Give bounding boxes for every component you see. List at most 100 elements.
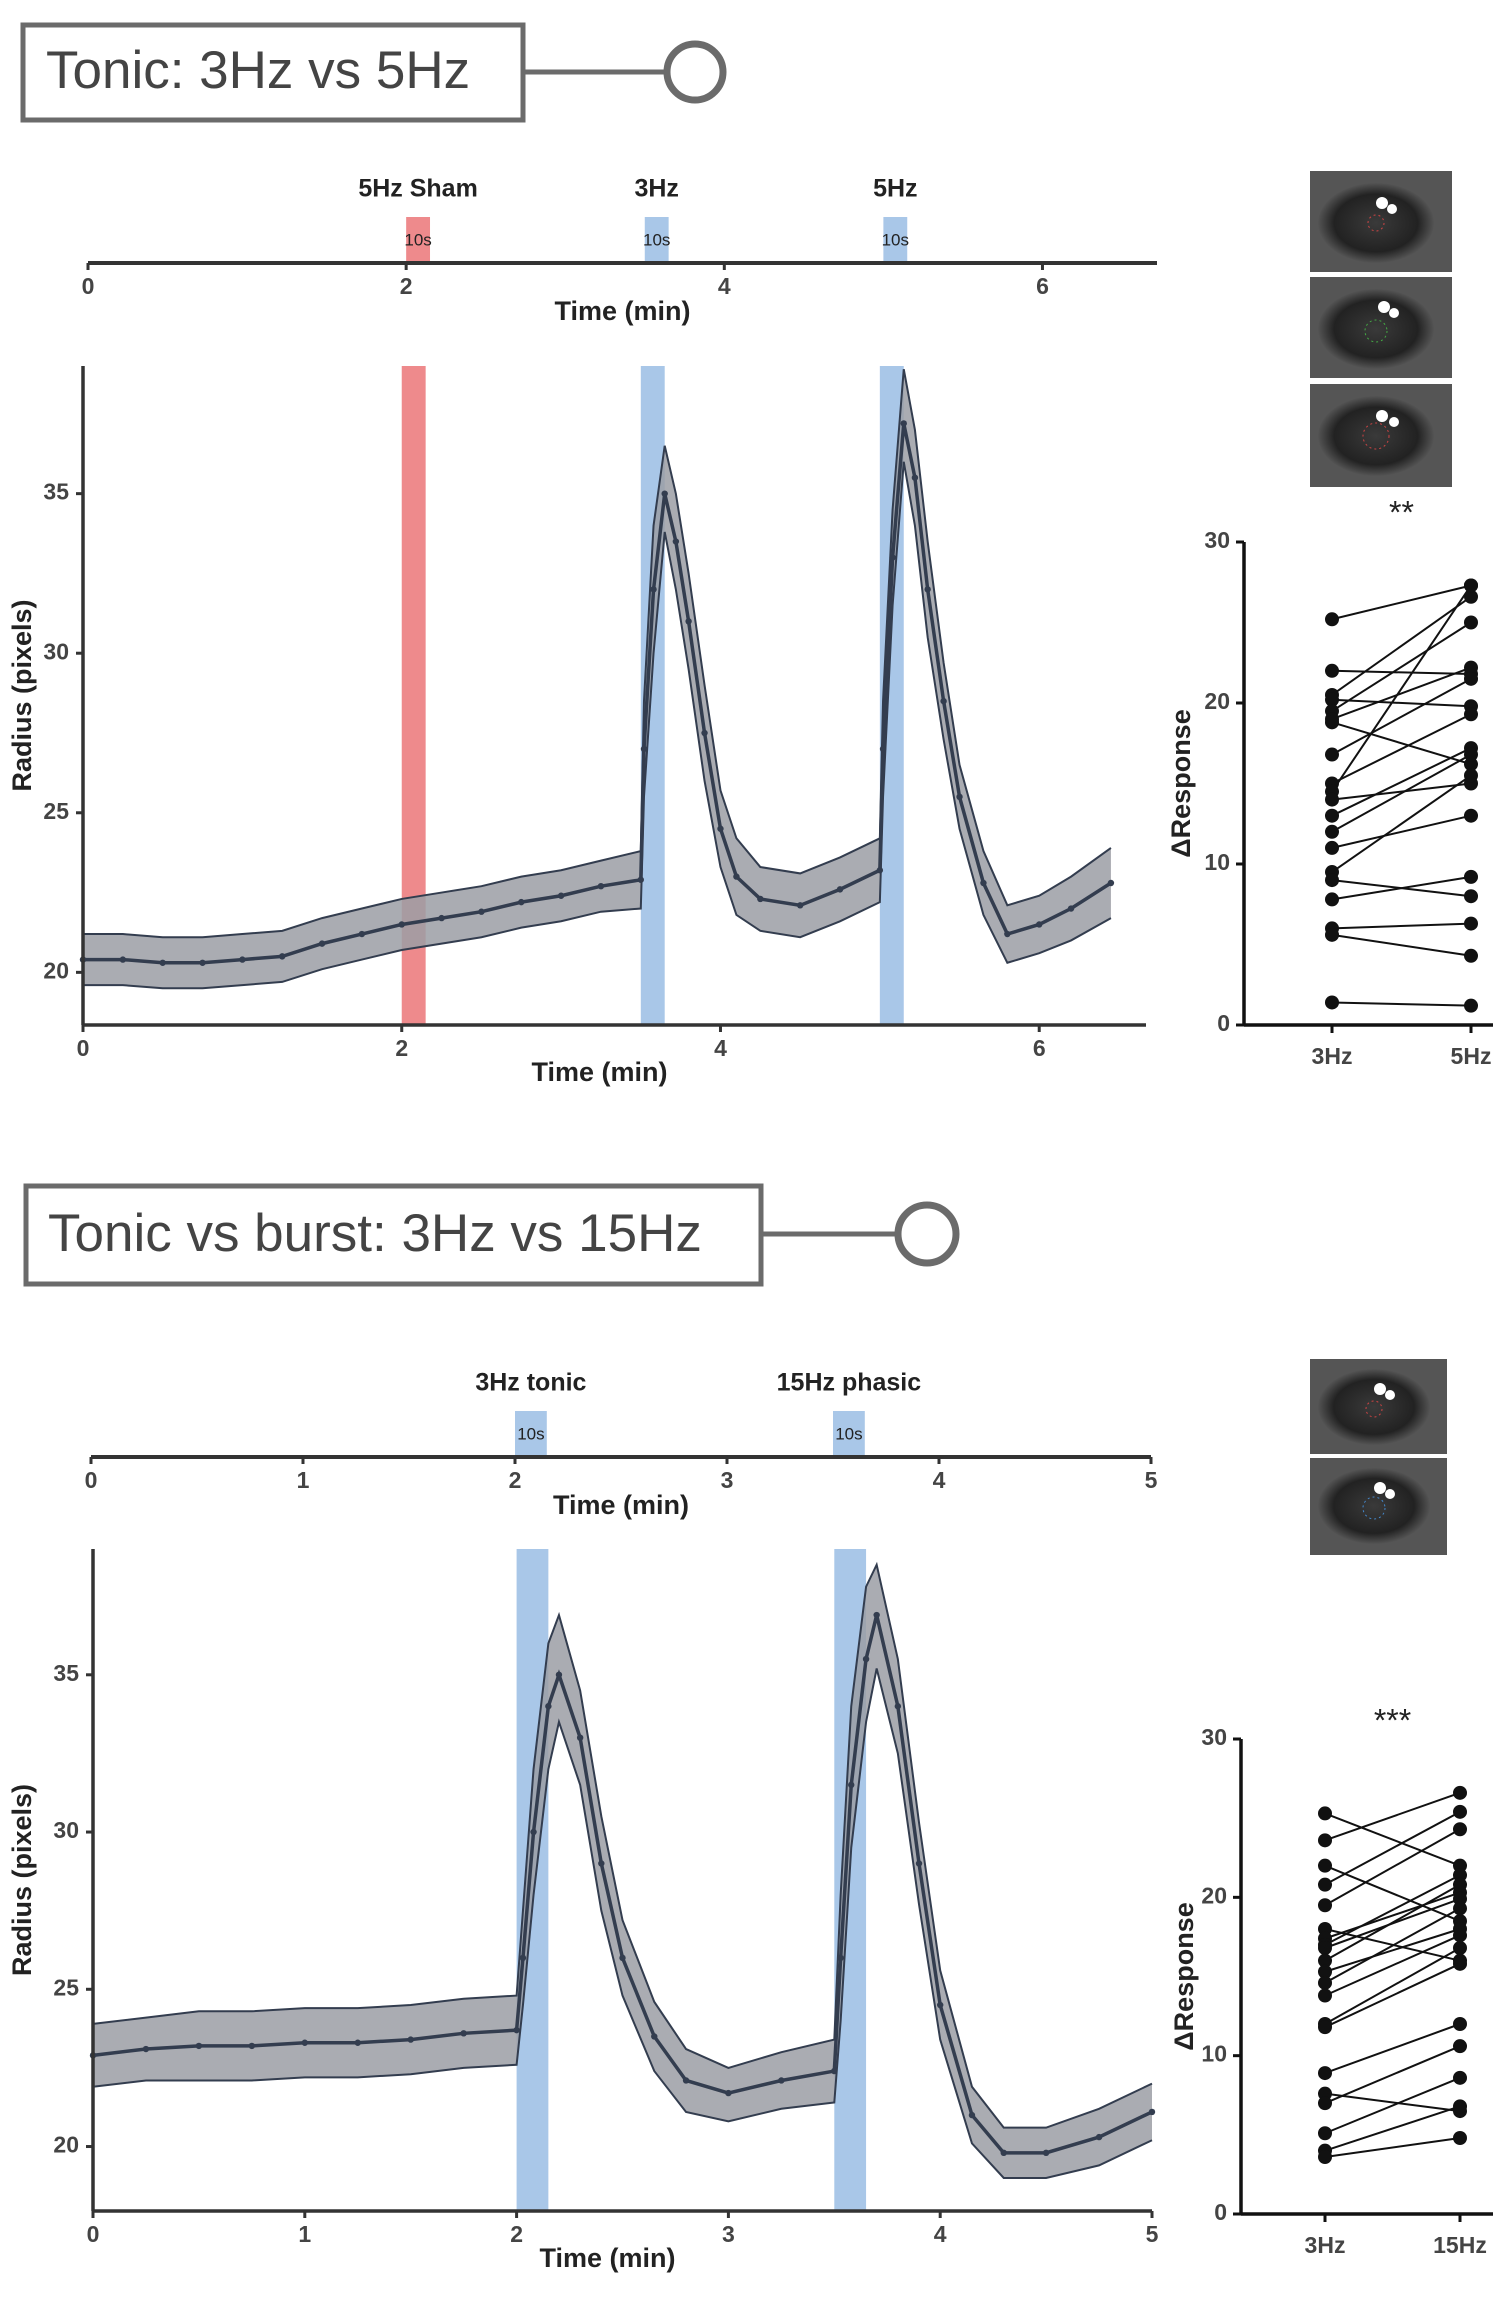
pair-point xyxy=(1325,892,1339,907)
y-tick-label: 20 xyxy=(43,957,69,983)
x-tick-label: 2 xyxy=(395,1035,408,1061)
mean-point xyxy=(836,886,844,893)
mean-point xyxy=(911,474,919,481)
y-tick-label: 35 xyxy=(43,479,69,505)
mean-point xyxy=(460,2030,467,2037)
mean-point xyxy=(894,1703,902,1710)
event-duration: 10s xyxy=(517,1424,544,1443)
x-tick-label: 0 xyxy=(87,2221,100,2247)
panel-title: Tonic vs burst: 3Hz vs 15Hz xyxy=(48,1204,702,1263)
pair-line xyxy=(1324,1828,1461,1907)
pair-point xyxy=(1453,1928,1467,1943)
y-tick-label: 10 xyxy=(1201,2041,1227,2067)
y-tick-label: 30 xyxy=(53,1817,79,1843)
event-bar xyxy=(833,1411,865,1457)
pair-line xyxy=(1324,2105,1461,2152)
pair-line xyxy=(1331,713,1472,785)
mean-point xyxy=(1148,2108,1156,2116)
pair-line xyxy=(1324,1883,1461,1962)
y-tick-label: 25 xyxy=(53,1974,79,2000)
mean-point xyxy=(119,956,127,963)
x-tick-label: 4 xyxy=(718,273,731,299)
event-label: 3Hz xyxy=(634,175,678,203)
mean-point xyxy=(301,2039,308,2046)
x-tick-label: 5 xyxy=(1145,1467,1158,1493)
event-label: 5Hz xyxy=(873,175,917,203)
pair-line xyxy=(1331,698,1472,708)
pair-point xyxy=(1464,889,1478,904)
event-label: 15Hz phasic xyxy=(777,1369,922,1397)
mean-point xyxy=(199,959,206,966)
event-label: 5Hz Sham xyxy=(358,175,477,203)
pair-line xyxy=(1331,922,1472,930)
pair-point xyxy=(1464,948,1478,963)
x-tick-label: 3 xyxy=(721,1467,734,1493)
mean-point xyxy=(682,2077,690,2084)
mean-point xyxy=(518,898,525,906)
pair-point xyxy=(1325,873,1339,888)
mean-point xyxy=(831,2067,838,2075)
pair-point xyxy=(1464,578,1478,593)
pair-line xyxy=(1324,1864,1461,1923)
pair-line xyxy=(1324,1891,1461,1940)
pair-point xyxy=(1464,768,1478,783)
mean-point xyxy=(956,793,963,801)
pair-point xyxy=(1453,1804,1467,1819)
x-tick-label: 4 xyxy=(933,1467,946,1493)
x-axis-title: Time (min) xyxy=(531,1057,667,1087)
pair-point xyxy=(1325,995,1339,1010)
mean-point xyxy=(1000,2149,1007,2157)
pair-line xyxy=(1324,1928,1461,1973)
band-lower xyxy=(83,461,1112,990)
mean-point xyxy=(796,902,804,909)
pair-point xyxy=(1318,1975,1332,1990)
mean-point xyxy=(879,745,887,753)
mean-point xyxy=(248,2042,256,2050)
mean-point xyxy=(597,882,605,890)
mean-point xyxy=(478,908,485,915)
connector-node xyxy=(663,40,727,104)
x-tick-label: 5 xyxy=(1146,2221,1159,2247)
pair-point xyxy=(1453,1822,1467,1837)
pair-point xyxy=(1318,2126,1332,2141)
pair-point xyxy=(1453,2017,1467,2031)
pair-line xyxy=(1331,595,1472,696)
y-axis-title: ΔResponse xyxy=(1166,709,1196,857)
mean-point xyxy=(778,2077,785,2084)
mean-point xyxy=(650,586,657,593)
pair-line xyxy=(1324,2023,1461,2075)
pair-point xyxy=(1325,663,1339,678)
pair-point xyxy=(1318,2020,1332,2035)
pair-point xyxy=(1318,1877,1332,1892)
mean-point xyxy=(354,2039,361,2046)
pair-point xyxy=(1318,1941,1332,1955)
mean-point xyxy=(980,879,987,887)
mean-point xyxy=(900,420,907,427)
pair-point xyxy=(1453,2099,1467,2114)
pair-line xyxy=(1331,666,1472,721)
x-tick-label: 3 xyxy=(722,2221,735,2247)
mean-point xyxy=(576,1734,584,1741)
panel-title-box xyxy=(23,1183,764,1287)
pair-point xyxy=(1318,2150,1332,2164)
mean-point xyxy=(672,538,680,545)
mean-point xyxy=(862,1655,870,1663)
pair-point xyxy=(1453,2070,1467,2085)
mean-point xyxy=(1095,2133,1103,2141)
event-duration: 10s xyxy=(643,230,670,249)
pair-point xyxy=(1464,589,1478,604)
x-tick-label: 0 xyxy=(77,1035,90,1061)
event-duration: 10s xyxy=(404,230,431,249)
mean-point xyxy=(318,940,326,947)
mean-point xyxy=(438,914,445,922)
event-duration: 10s xyxy=(835,1424,862,1443)
y-tick-label: 0 xyxy=(1217,1010,1230,1036)
mean-point xyxy=(717,825,724,832)
pair-point xyxy=(1453,2131,1467,2145)
pair-line xyxy=(1331,782,1472,801)
mean-point xyxy=(637,876,644,883)
pair-point xyxy=(1318,2096,1332,2111)
mean-point xyxy=(757,895,764,903)
pair-point xyxy=(1464,998,1478,1013)
mean-point xyxy=(661,490,668,497)
